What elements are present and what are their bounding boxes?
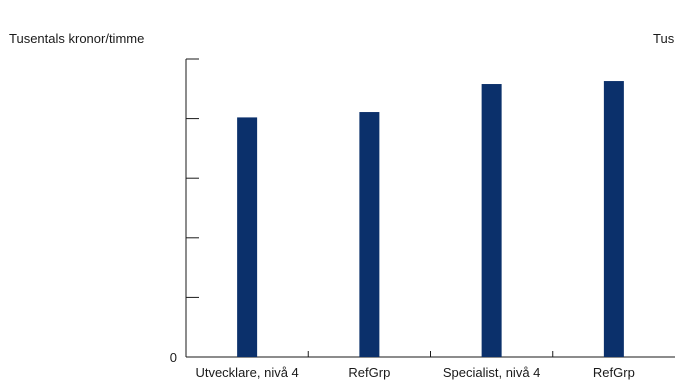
y-tick-labels: 0 <box>170 350 177 365</box>
y-axis-label-left: Tusentals kronor/timme <box>9 31 144 46</box>
bar <box>359 112 380 357</box>
x-tick-label: Utvecklare, nivå 4 <box>195 365 298 380</box>
x-tick-label: Specialist, nivå 4 <box>443 365 541 380</box>
bar <box>603 81 624 357</box>
bars <box>237 81 624 358</box>
axes <box>185 58 675 358</box>
bar <box>237 117 258 358</box>
x-tick-label: RefGrp <box>348 365 390 380</box>
bar <box>481 84 502 358</box>
y-axis-label-right: Tus <box>653 31 675 46</box>
y-tick-label: 0 <box>170 350 177 365</box>
x-tick-label: RefGrp <box>593 365 635 380</box>
x-tick-labels: Utvecklare, nivå 4 RefGrp Specialist, nivå… <box>195 365 634 380</box>
